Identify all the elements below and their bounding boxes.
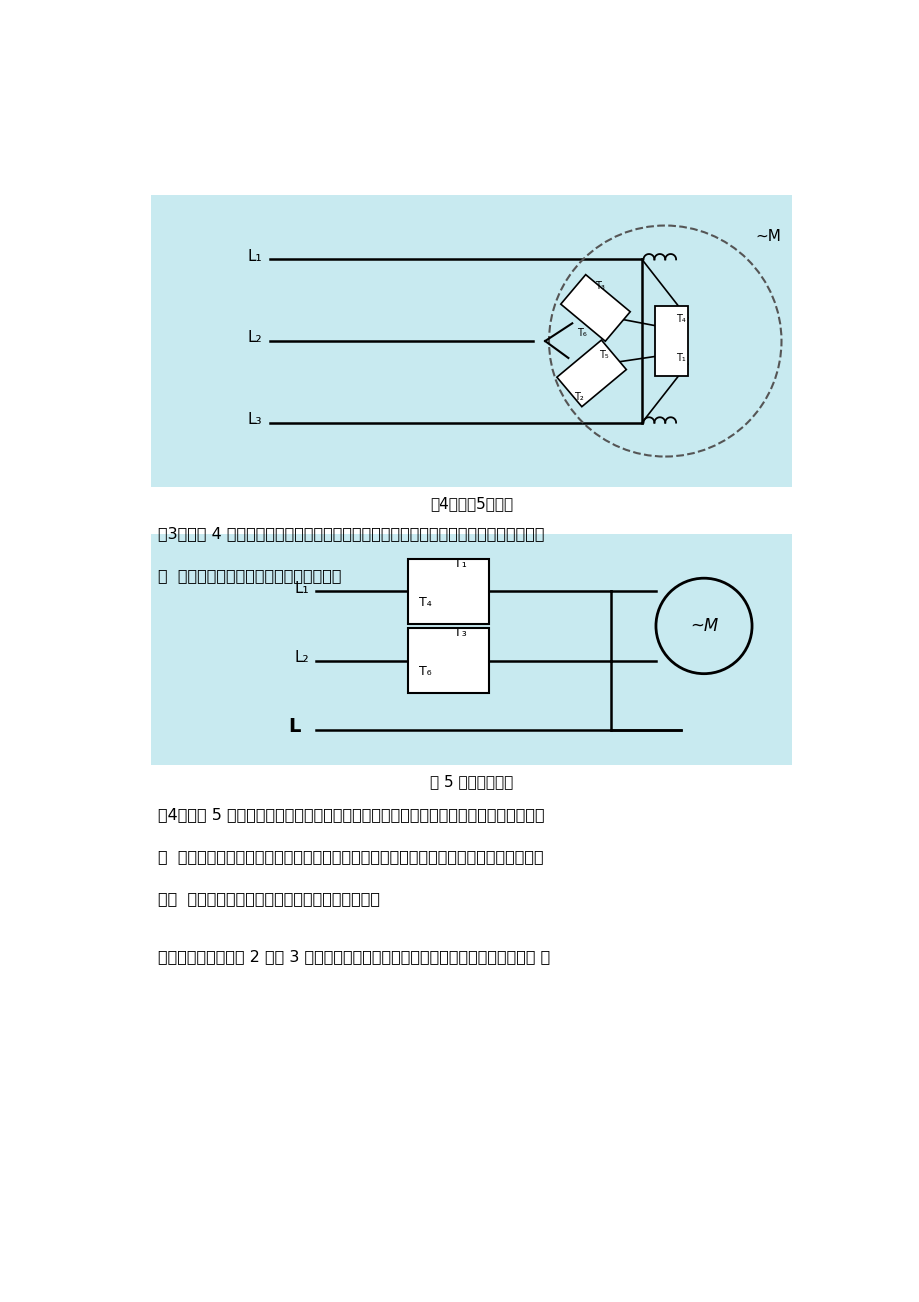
Text: L₁: L₁: [247, 249, 262, 264]
Bar: [151, 195, 791, 487]
Text: （3）如图 4 所示，这种电路拓扑结构在同容量下，晶闸管承受电流小，承受电压高。存: （3）如图 4 所示，这种电路拓扑结构在同容量下，晶闸管承受电流小，承受电压高。…: [157, 526, 543, 540]
Text: （4）如图 5 所示，这种电路拓扑结构使用元件少，但三相不对称，负载有奇次和偶次谐: （4）如图 5 所示，这种电路拓扑结构使用元件少，但三相不对称，负载有奇次和偶次…: [157, 807, 544, 822]
Polygon shape: [561, 275, 630, 341]
Text: 图4三相内5接结构: 图4三相内5接结构: [429, 496, 513, 512]
Text: T₄: T₄: [418, 595, 431, 608]
Text: T₆: T₆: [418, 665, 431, 678]
Text: T₆: T₆: [576, 328, 586, 339]
Bar: [151, 534, 791, 764]
Text: L₁: L₁: [294, 581, 309, 596]
Text: ~M: ~M: [689, 617, 718, 635]
Bar: [407, 628, 488, 693]
Polygon shape: [556, 340, 626, 406]
Text: 一相  出现接地等故障时，设备无法予以保护分断。: 一相 出现接地等故障时，设备无法予以保护分断。: [157, 892, 380, 906]
Text: 在  三次谐波电流损耗，需引出六个端子。: 在 三次谐波电流损耗，需引出六个端子。: [157, 568, 341, 583]
Text: T₂: T₂: [573, 392, 583, 402]
Text: 图 5 两相控制结构: 图 5 两相控制结构: [429, 773, 513, 789]
Text: ~M: ~M: [754, 229, 780, 243]
Text: 波  电流，产生与基波转矩相反的转矩，使电机输出转矩减小，效率降低。同时，当直通的: 波 电流，产生与基波转矩相反的转矩，使电机输出转矩减小，效率降低。同时，当直通的: [157, 849, 542, 865]
Text: L₃: L₃: [247, 411, 262, 427]
Text: L₂: L₂: [294, 650, 309, 665]
Bar: [654, 306, 687, 376]
Text: 由以上分析可知，图 2 和图 3 的电路由于使用方便，无三次谐波和偶次谐波，是普遍 被: 由以上分析可知，图 2 和图 3 的电路由于使用方便，无三次谐波和偶次谐波，是普…: [157, 949, 550, 965]
Text: T₁: T₁: [454, 557, 467, 570]
Bar: [407, 559, 488, 624]
Text: T₅: T₅: [598, 349, 608, 359]
Text: L: L: [289, 717, 301, 737]
Text: T₄: T₄: [675, 315, 685, 324]
Text: L₂: L₂: [247, 331, 262, 345]
Text: T₃: T₃: [454, 626, 467, 639]
Text: T₃: T₃: [595, 281, 604, 290]
Text: T₁: T₁: [675, 353, 685, 363]
